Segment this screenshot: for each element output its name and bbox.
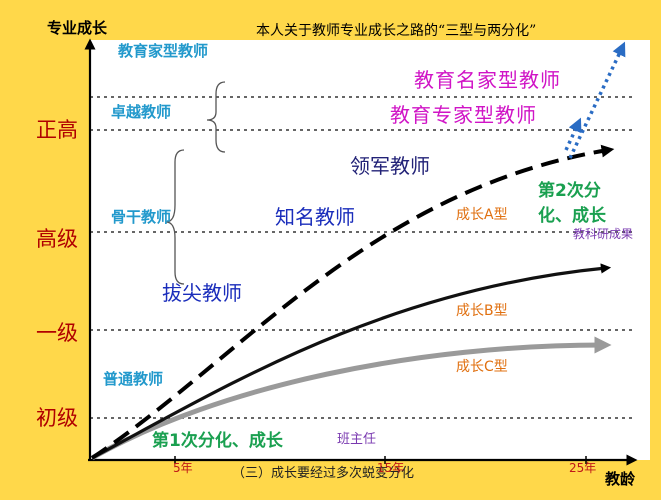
x-tick-label-5: 5年 [173,461,193,475]
label-growth-a: 成长A型 [456,207,508,223]
x-axis-title: 教龄 [605,470,636,488]
label-edu-expert-type: 教育家型教师 [118,42,209,60]
label-excellent-teacher: 卓越教师 [111,103,172,121]
label-backbone-teacher: 骨干教师 [111,208,172,226]
y-axis-title: 专业成长 [47,19,108,37]
note-head-teacher: 班主任 [337,432,377,447]
brace-upper [206,81,226,153]
level-label-first: 一级 [36,321,78,345]
diagram-title: 本人关于教师专业成长之路的“三型与两分化” [256,23,537,39]
level-label-junior: 初级 [36,406,78,430]
curve-growth-a [90,144,615,460]
label-leader-teacher: 领军教师 [350,154,430,178]
x-tick-label-15: 15年 [377,461,405,475]
label-famous-teacher: 知名教师 [275,205,355,229]
label-growth-c: 成长C型 [456,359,508,375]
label-famous-educator: 教育名家型教师 [414,68,561,92]
label-ordinary-teacher: 普通教师 [103,370,164,388]
label-first-differentiation: 第1次分化、成长 [152,431,283,451]
curve-growth-c [90,336,612,461]
note-research-achievements: 教科研成果 [573,227,634,241]
label-top-teacher: 拔尖教师 [162,281,242,305]
brace-lower [165,149,185,285]
blue-arrow-lower [564,117,582,151]
x-tick-label-25: 25年 [569,461,597,475]
curve-growth-b [91,263,612,460]
diagram-caption: （三）成长要经过多次蜕变分化 [232,466,415,481]
level-label-senior-professional: 正高 [36,118,78,142]
label-expert-educator: 教育专家型教师 [390,103,537,127]
label-second-differentiation-line2: 化、成长 [538,206,606,226]
level-label-senior: 高级 [36,227,78,251]
plot-background [90,40,650,460]
label-second-differentiation-line1: 第2次分 [538,181,601,201]
label-growth-b: 成长B型 [456,303,508,319]
